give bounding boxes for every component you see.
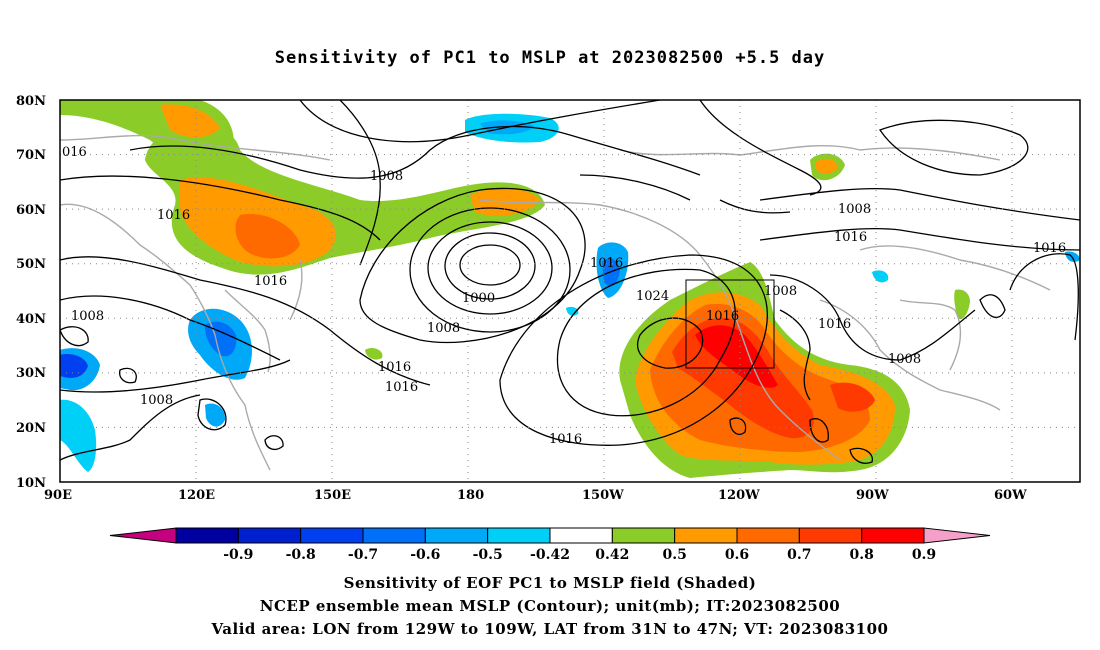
contour-label: 1016: [834, 230, 867, 245]
contour-label: 1008: [140, 393, 173, 408]
sensitivity-shading: [60, 100, 1080, 478]
coastlines: [60, 134, 1051, 471]
contour-label: 1016: [1033, 241, 1066, 256]
mslp-contours: [60, 100, 1080, 464]
colorbar-segment: [736, 527, 800, 544]
map-grid: [60, 100, 1080, 482]
contour-labels: 1008 1016 1016 1016 1000 1008 1016 1016 …: [62, 145, 1066, 447]
shade-green-midpac: [365, 347, 383, 360]
valid-area-box: [685, 279, 775, 369]
contour-label: 1008: [427, 321, 460, 336]
colorbar-segment: [861, 527, 925, 544]
shade-negative-gulf: [872, 270, 889, 283]
map-frame: [59, 99, 1081, 483]
contour-label: 1008: [764, 284, 797, 299]
shade-red-na: [695, 325, 778, 388]
contour-label: 1016: [254, 274, 287, 289]
colorbar-tick-label: 0.7: [787, 547, 811, 563]
colorbar-tick-label: -0.6: [410, 547, 440, 563]
colorbar-segment: [424, 527, 489, 544]
contour-label: 1016: [385, 380, 418, 395]
lat-tick-label: 80N: [16, 94, 46, 109]
contour-label: 1016: [549, 432, 582, 447]
colorbar-segment: [487, 527, 551, 544]
shade-red-gulf: [830, 382, 875, 412]
colorbar: [109, 527, 991, 544]
lat-tick-label: 10N: [16, 476, 46, 491]
lon-tick-label: 180: [457, 488, 484, 503]
contour-label: 1008: [888, 352, 921, 367]
contour-label: 1016: [706, 309, 739, 324]
colorbar-tick-label: 0.8: [849, 547, 873, 563]
contour-label: 1016: [818, 317, 851, 332]
contour-label: 1016: [378, 360, 411, 375]
lon-tick-label: 150E: [314, 488, 351, 503]
lat-tick-label: 40N: [16, 312, 46, 327]
shade-orange-2: [160, 104, 220, 138]
shade-negative-india: [60, 399, 97, 472]
shade-red-1: [235, 214, 300, 259]
contour-label: 1016: [157, 208, 190, 223]
colorbar-tick-label: 0.42: [595, 547, 629, 563]
colorbar-segment: [237, 527, 302, 544]
colorbar-labels: -0.9 -0.8 -0.7 -0.6 -0.5 -0.42 0.42 0.5 0.6 0.7 0.…: [223, 547, 936, 563]
contour-label: 1024: [636, 289, 669, 304]
contour-label: 1008: [71, 309, 104, 324]
colorbar-under-triangle: [109, 527, 177, 544]
colorbar-tick-label: -0.5: [473, 547, 503, 563]
caption-contour: NCEP ensemble mean MSLP (Contour); unit(…: [259, 597, 841, 615]
shade-green-atl: [954, 289, 970, 320]
contour-label: 1008: [370, 169, 403, 184]
shade-orange-ak: [815, 158, 838, 174]
colorbar-segment: [175, 527, 239, 544]
longitude-axis: 90E 120E 150E 180 150W 120W 90W 60W: [44, 488, 1027, 503]
colorbar-over-triangle: [923, 527, 991, 544]
colorbar-tick-label: -0.42: [530, 547, 570, 563]
caption-valid-area: Valid area: LON from 129W to 109W, LAT f…: [211, 620, 889, 638]
shade-negative-china-core: [60, 354, 88, 378]
lon-tick-label: 120W: [718, 488, 760, 503]
colorbar-tick-label: -0.9: [223, 547, 253, 563]
lat-tick-label: 60N: [16, 203, 46, 218]
contour-label: 1016: [590, 256, 623, 271]
colorbar-tick-label: 0.5: [662, 547, 686, 563]
lat-tick-label: 20N: [16, 421, 46, 436]
latitude-axis: 80N 70N 60N 50N 40N 30N 20N 10N: [16, 94, 46, 491]
colorbar-segment: [611, 527, 676, 544]
colorbar-segment: [798, 527, 863, 544]
colorbar-segment: [300, 527, 364, 544]
lon-tick-label: 150W: [582, 488, 624, 503]
caption-shading: Sensitivity of EOF PC1 to MSLP field (Sh…: [343, 574, 757, 592]
lon-tick-label: 90E: [44, 488, 72, 503]
lon-tick-label: 90W: [856, 488, 889, 503]
lon-tick-label: 120E: [178, 488, 215, 503]
contour-label: 016: [62, 145, 87, 160]
shade-negative-small: [566, 306, 579, 316]
shade-negative-sc: [205, 403, 226, 427]
plot-title: Sensitivity of PC1 to MSLP at 2023082500…: [274, 48, 826, 68]
lat-tick-label: 70N: [16, 148, 46, 163]
colorbar-segment: [549, 527, 613, 544]
lat-tick-label: 50N: [16, 257, 46, 272]
colorbar-tick-label: 0.9: [912, 547, 936, 563]
lon-tick-label: 60W: [994, 488, 1027, 503]
colorbar-tick-label: 0.6: [725, 547, 749, 563]
lat-tick-label: 30N: [16, 366, 46, 381]
colorbar-segment: [674, 527, 738, 544]
colorbar-tick-label: -0.7: [348, 547, 378, 563]
colorbar-tick-label: -0.8: [286, 547, 316, 563]
contour-label: 1008: [838, 202, 871, 217]
colorbar-segment: [362, 527, 426, 544]
contour-label: 1000: [462, 291, 495, 306]
